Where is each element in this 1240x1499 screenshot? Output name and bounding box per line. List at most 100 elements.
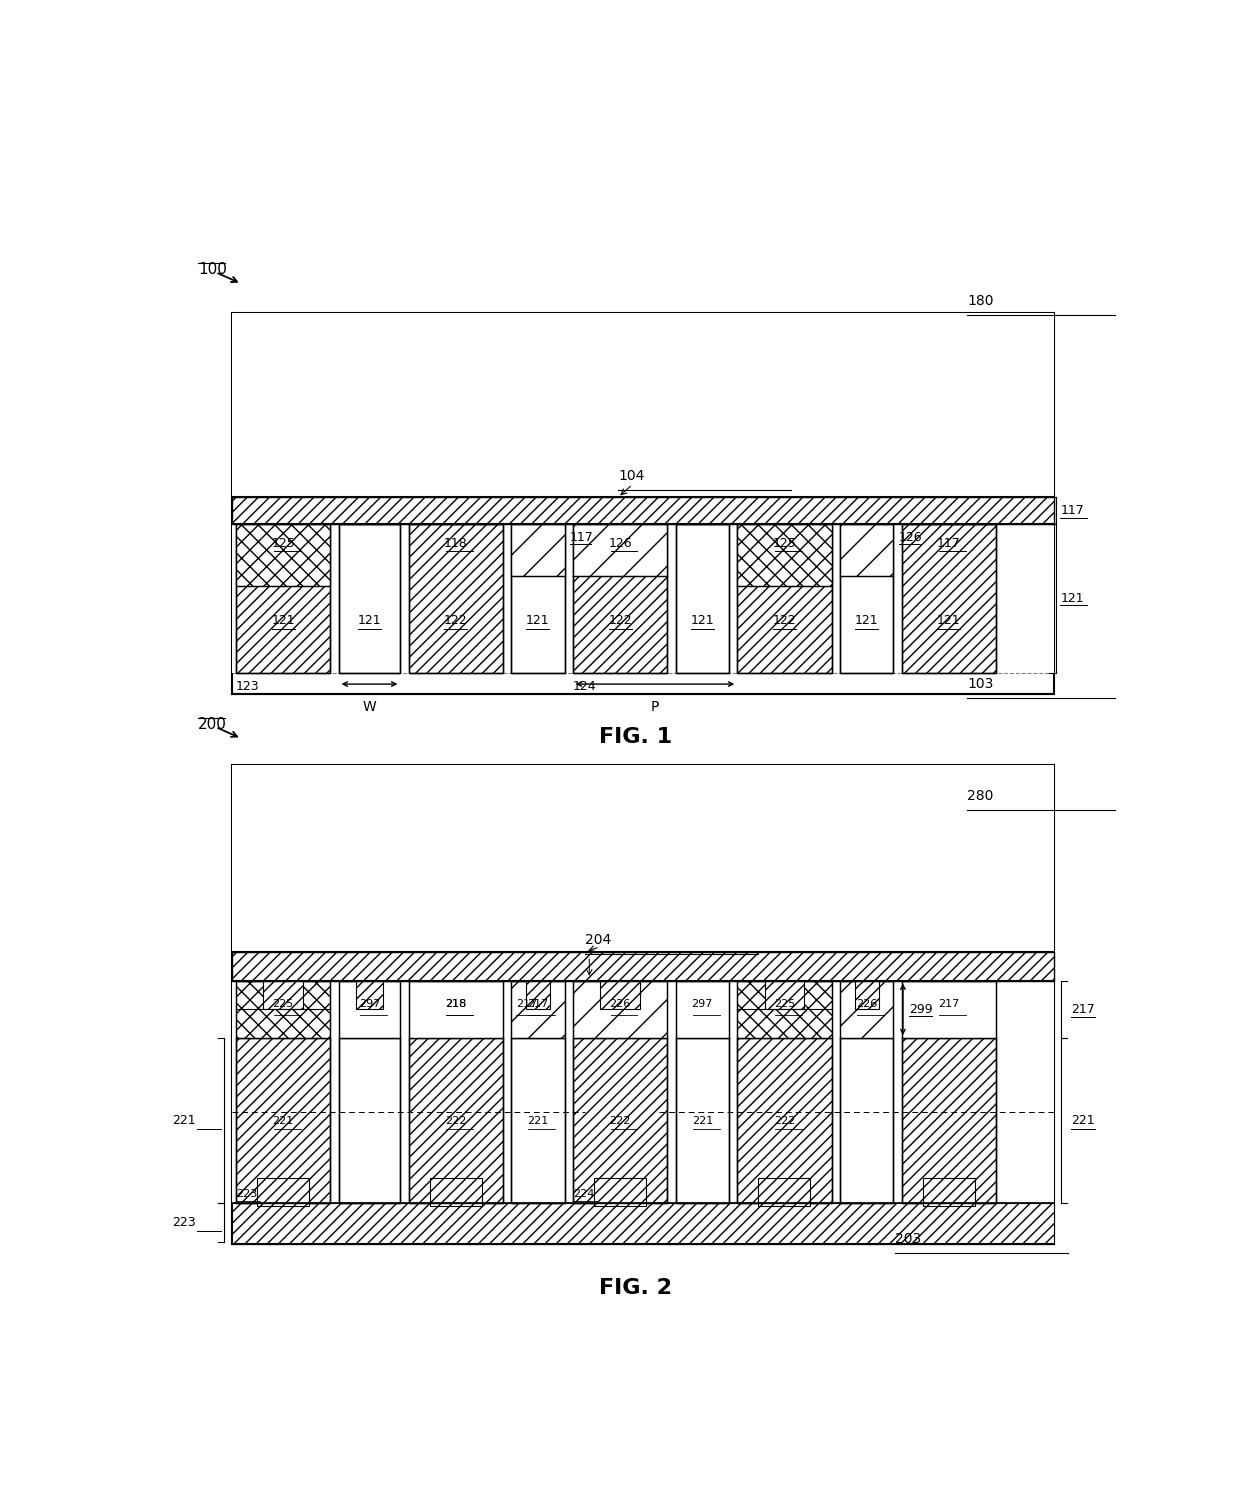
Bar — [339, 980, 401, 1039]
Bar — [232, 764, 1054, 952]
Bar — [839, 980, 893, 1039]
Bar — [738, 980, 832, 1204]
Text: 122: 122 — [444, 615, 467, 627]
Text: 221: 221 — [692, 1115, 713, 1126]
Text: 122: 122 — [609, 615, 632, 627]
Text: 203: 203 — [895, 1232, 921, 1247]
Bar — [573, 525, 667, 576]
Text: 218: 218 — [445, 998, 466, 1009]
Bar — [232, 525, 1054, 673]
Bar — [511, 980, 564, 1204]
Bar — [236, 525, 331, 673]
Text: 125: 125 — [272, 537, 295, 550]
Bar — [676, 980, 729, 1039]
Bar — [408, 980, 503, 1204]
Text: 117: 117 — [570, 531, 594, 544]
Bar — [594, 1178, 646, 1207]
Text: 126: 126 — [899, 531, 923, 544]
Text: 104: 104 — [618, 469, 645, 483]
Text: 224: 224 — [573, 1189, 594, 1199]
Bar — [573, 525, 667, 673]
Bar — [232, 764, 1054, 1244]
Bar — [765, 980, 805, 1009]
Text: 124: 124 — [573, 679, 596, 693]
Bar — [738, 525, 832, 673]
Text: 299: 299 — [909, 1003, 932, 1016]
Bar — [232, 980, 1054, 1039]
Bar — [408, 525, 503, 673]
Bar — [236, 980, 331, 1204]
Bar — [901, 1039, 996, 1204]
Bar — [232, 313, 1054, 694]
Bar — [839, 1039, 893, 1204]
Text: 223: 223 — [236, 1189, 257, 1199]
Text: 121: 121 — [357, 615, 382, 627]
Text: 122: 122 — [773, 615, 796, 627]
Bar — [738, 525, 832, 673]
Bar — [923, 1178, 975, 1207]
Bar — [839, 525, 893, 673]
Bar — [511, 980, 564, 1039]
Text: 221: 221 — [171, 1114, 196, 1127]
Bar — [901, 980, 996, 1039]
Bar — [430, 1178, 482, 1207]
Text: W: W — [362, 700, 377, 714]
Text: 123: 123 — [236, 679, 259, 693]
Text: 221: 221 — [527, 1115, 548, 1126]
Text: 100: 100 — [198, 262, 227, 277]
Text: 121: 121 — [526, 615, 549, 627]
Text: 121: 121 — [1060, 592, 1084, 604]
Text: 126: 126 — [609, 537, 632, 550]
Bar — [738, 1039, 832, 1204]
Text: 222: 222 — [774, 1115, 795, 1126]
Bar — [263, 980, 303, 1009]
Text: 125: 125 — [773, 537, 796, 550]
Bar — [573, 980, 667, 1204]
Bar — [901, 980, 996, 1204]
Bar — [236, 525, 331, 673]
Bar — [738, 525, 832, 586]
Bar — [339, 980, 401, 1204]
Bar — [676, 525, 729, 673]
Bar — [676, 980, 729, 1204]
Text: 121: 121 — [937, 615, 961, 627]
Bar — [236, 980, 331, 1039]
Text: FIG. 1: FIG. 1 — [599, 727, 672, 748]
Bar — [511, 525, 564, 673]
Text: 223: 223 — [171, 1216, 196, 1229]
Bar — [408, 525, 503, 673]
Text: 204: 204 — [585, 932, 611, 947]
Bar — [339, 525, 401, 673]
Bar — [511, 525, 564, 673]
Bar — [573, 980, 667, 1039]
Bar — [511, 525, 564, 576]
Bar — [356, 980, 383, 1009]
Text: FIG. 2: FIG. 2 — [599, 1279, 672, 1298]
Text: 217: 217 — [516, 998, 537, 1009]
Text: 218: 218 — [445, 998, 466, 1009]
Bar — [676, 525, 729, 673]
Bar — [232, 313, 1054, 498]
Text: 121: 121 — [854, 615, 878, 627]
Text: 297: 297 — [692, 998, 713, 1009]
Text: 221: 221 — [273, 1115, 294, 1126]
Text: 121: 121 — [272, 615, 295, 627]
Text: 217: 217 — [527, 998, 548, 1009]
Bar — [839, 980, 893, 1204]
Bar — [339, 525, 401, 673]
Bar — [236, 525, 331, 586]
Bar — [901, 525, 996, 673]
Text: 200: 200 — [198, 717, 227, 732]
Text: 118: 118 — [444, 537, 467, 550]
Text: 117: 117 — [1060, 504, 1084, 517]
Text: P: P — [651, 700, 660, 714]
Text: 180: 180 — [967, 294, 993, 309]
Bar — [511, 1039, 564, 1204]
Text: 121: 121 — [691, 615, 714, 627]
Bar — [839, 525, 893, 673]
Bar — [573, 525, 667, 673]
Text: 217: 217 — [1071, 1003, 1095, 1016]
Bar — [759, 1178, 811, 1207]
Bar — [738, 980, 832, 1039]
Text: 225: 225 — [273, 998, 294, 1009]
